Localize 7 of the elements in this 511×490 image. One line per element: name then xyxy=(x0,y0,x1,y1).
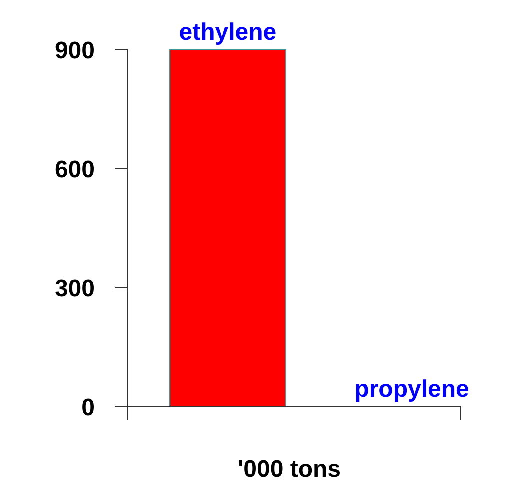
x-axis-title: '000 tons xyxy=(238,456,342,483)
y-tick-label: 300 xyxy=(54,275,95,302)
x-tick-label: ethylene xyxy=(179,19,277,46)
y-tick-label: 0 xyxy=(82,394,95,422)
x-tick-label: propylene xyxy=(354,376,470,403)
y-tick-label: 600 xyxy=(54,156,95,184)
y-tick-label: 900 xyxy=(54,37,95,64)
